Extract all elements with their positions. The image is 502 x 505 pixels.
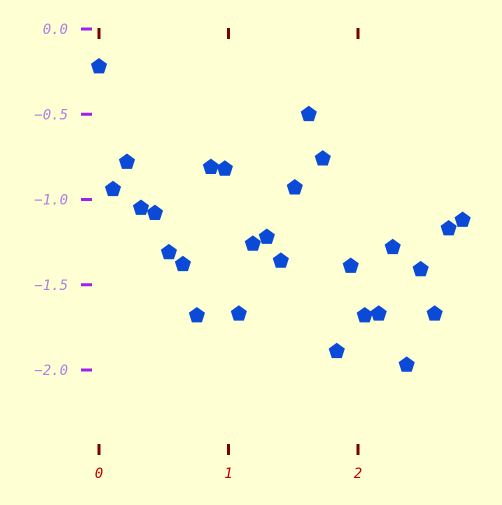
x-axis-top-ticks — [97, 28, 360, 39]
data-point — [132, 199, 150, 215]
data-point — [300, 105, 317, 122]
x-tick-label: 2 — [354, 466, 362, 482]
data-point — [118, 153, 136, 169]
data-point — [412, 260, 429, 277]
data-point — [244, 235, 261, 251]
data-point — [440, 219, 457, 236]
y-tick-label: 0.0 — [43, 22, 68, 38]
data-point — [230, 305, 247, 321]
y-axis: 0.0 −0.5 −1.0 −1.5 −2.0 — [34, 22, 92, 379]
data-point — [104, 180, 122, 197]
data-point — [384, 238, 401, 255]
data-point — [356, 306, 373, 323]
data-point — [286, 179, 303, 195]
data-points — [90, 58, 471, 372]
data-point — [342, 257, 359, 273]
y-tick-label: −1.5 — [34, 278, 68, 294]
data-point — [258, 228, 275, 244]
x-axis-bottom: 0 1 2 — [95, 444, 362, 482]
y-tick-label: −2.0 — [34, 363, 68, 379]
data-point — [272, 252, 289, 268]
data-point — [146, 204, 164, 221]
x-tick-label: 1 — [224, 466, 232, 482]
y-tick-label: −0.5 — [34, 107, 68, 123]
data-point — [174, 255, 191, 272]
data-point — [188, 306, 205, 323]
data-point — [370, 305, 387, 321]
data-point — [160, 243, 178, 260]
data-point — [90, 58, 108, 74]
data-point — [202, 158, 219, 174]
data-point — [426, 305, 443, 321]
data-point — [454, 211, 471, 227]
data-point — [328, 342, 345, 359]
data-point — [398, 356, 415, 372]
data-point — [216, 160, 233, 176]
y-tick-label: −1.0 — [34, 193, 68, 209]
data-point — [314, 150, 331, 166]
x-tick-label: 0 — [95, 466, 103, 482]
